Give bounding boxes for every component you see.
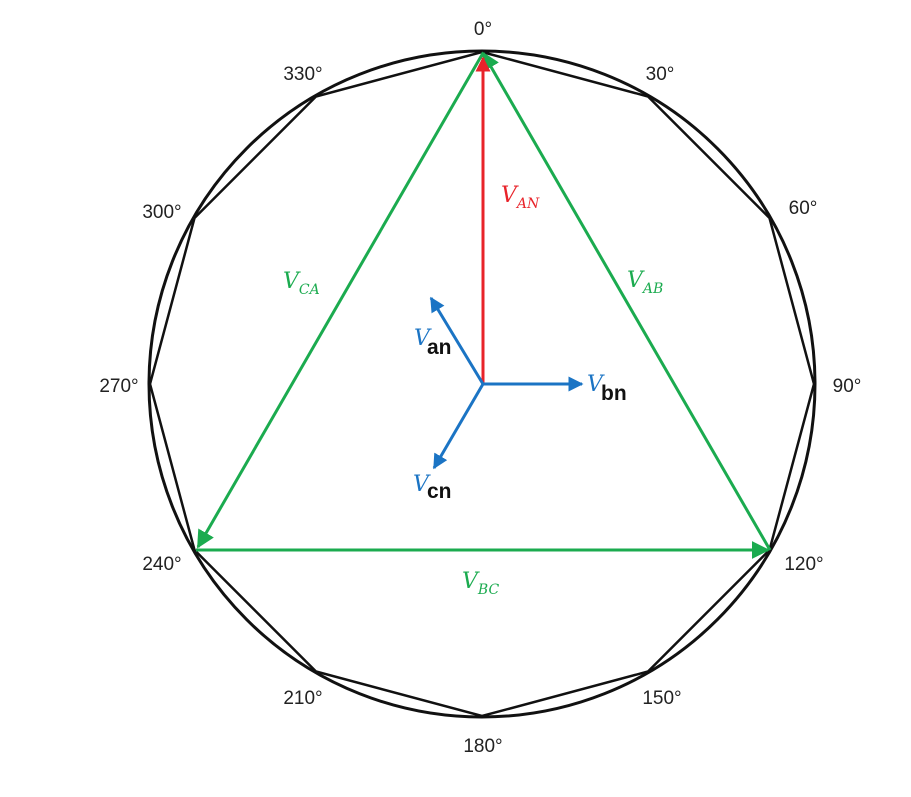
- angle-label-150: 150°: [642, 688, 681, 709]
- line-voltage-triangle: [196, 51, 772, 559]
- vca-label: VCA: [283, 269, 320, 298]
- van-small-symbol: V: [414, 326, 432, 351]
- vcn-small-symbol: V: [413, 472, 431, 497]
- vcn-small-tag: cn: [427, 480, 452, 503]
- van-small-tag: an: [427, 336, 452, 359]
- angle-label-240: 240°: [142, 554, 181, 575]
- phase-phasors: [429, 296, 584, 470]
- vbc-label: VBC: [462, 569, 499, 598]
- dodecagon: [148, 50, 816, 718]
- vbn-small-symbol: V: [587, 372, 605, 397]
- angle-label-300: 300°: [142, 202, 181, 223]
- angle-label-30: 30°: [646, 64, 675, 85]
- angle-labels: 0° 30° 60° 90° 120° 150° 180° 210° 240° …: [99, 19, 861, 757]
- van-small-arrow: [429, 296, 485, 385]
- vcn-small-arrow: [432, 383, 485, 470]
- vbn-small-tag: bn: [601, 382, 627, 405]
- angle-label-270: 270°: [99, 376, 138, 397]
- vab-label: VAB: [627, 268, 663, 297]
- angle-label-120: 120°: [784, 554, 823, 575]
- angle-label-180: 180°: [463, 736, 502, 757]
- angle-label-330: 330°: [283, 64, 322, 85]
- angle-label-60: 60°: [789, 198, 818, 219]
- angle-label-210: 210°: [283, 688, 322, 709]
- angle-label-0: 0°: [474, 19, 492, 40]
- angle-label-90: 90°: [833, 376, 862, 397]
- vab-arrow: [481, 51, 772, 551]
- van-label: VAN: [501, 183, 540, 212]
- vca-arrow: [196, 52, 485, 549]
